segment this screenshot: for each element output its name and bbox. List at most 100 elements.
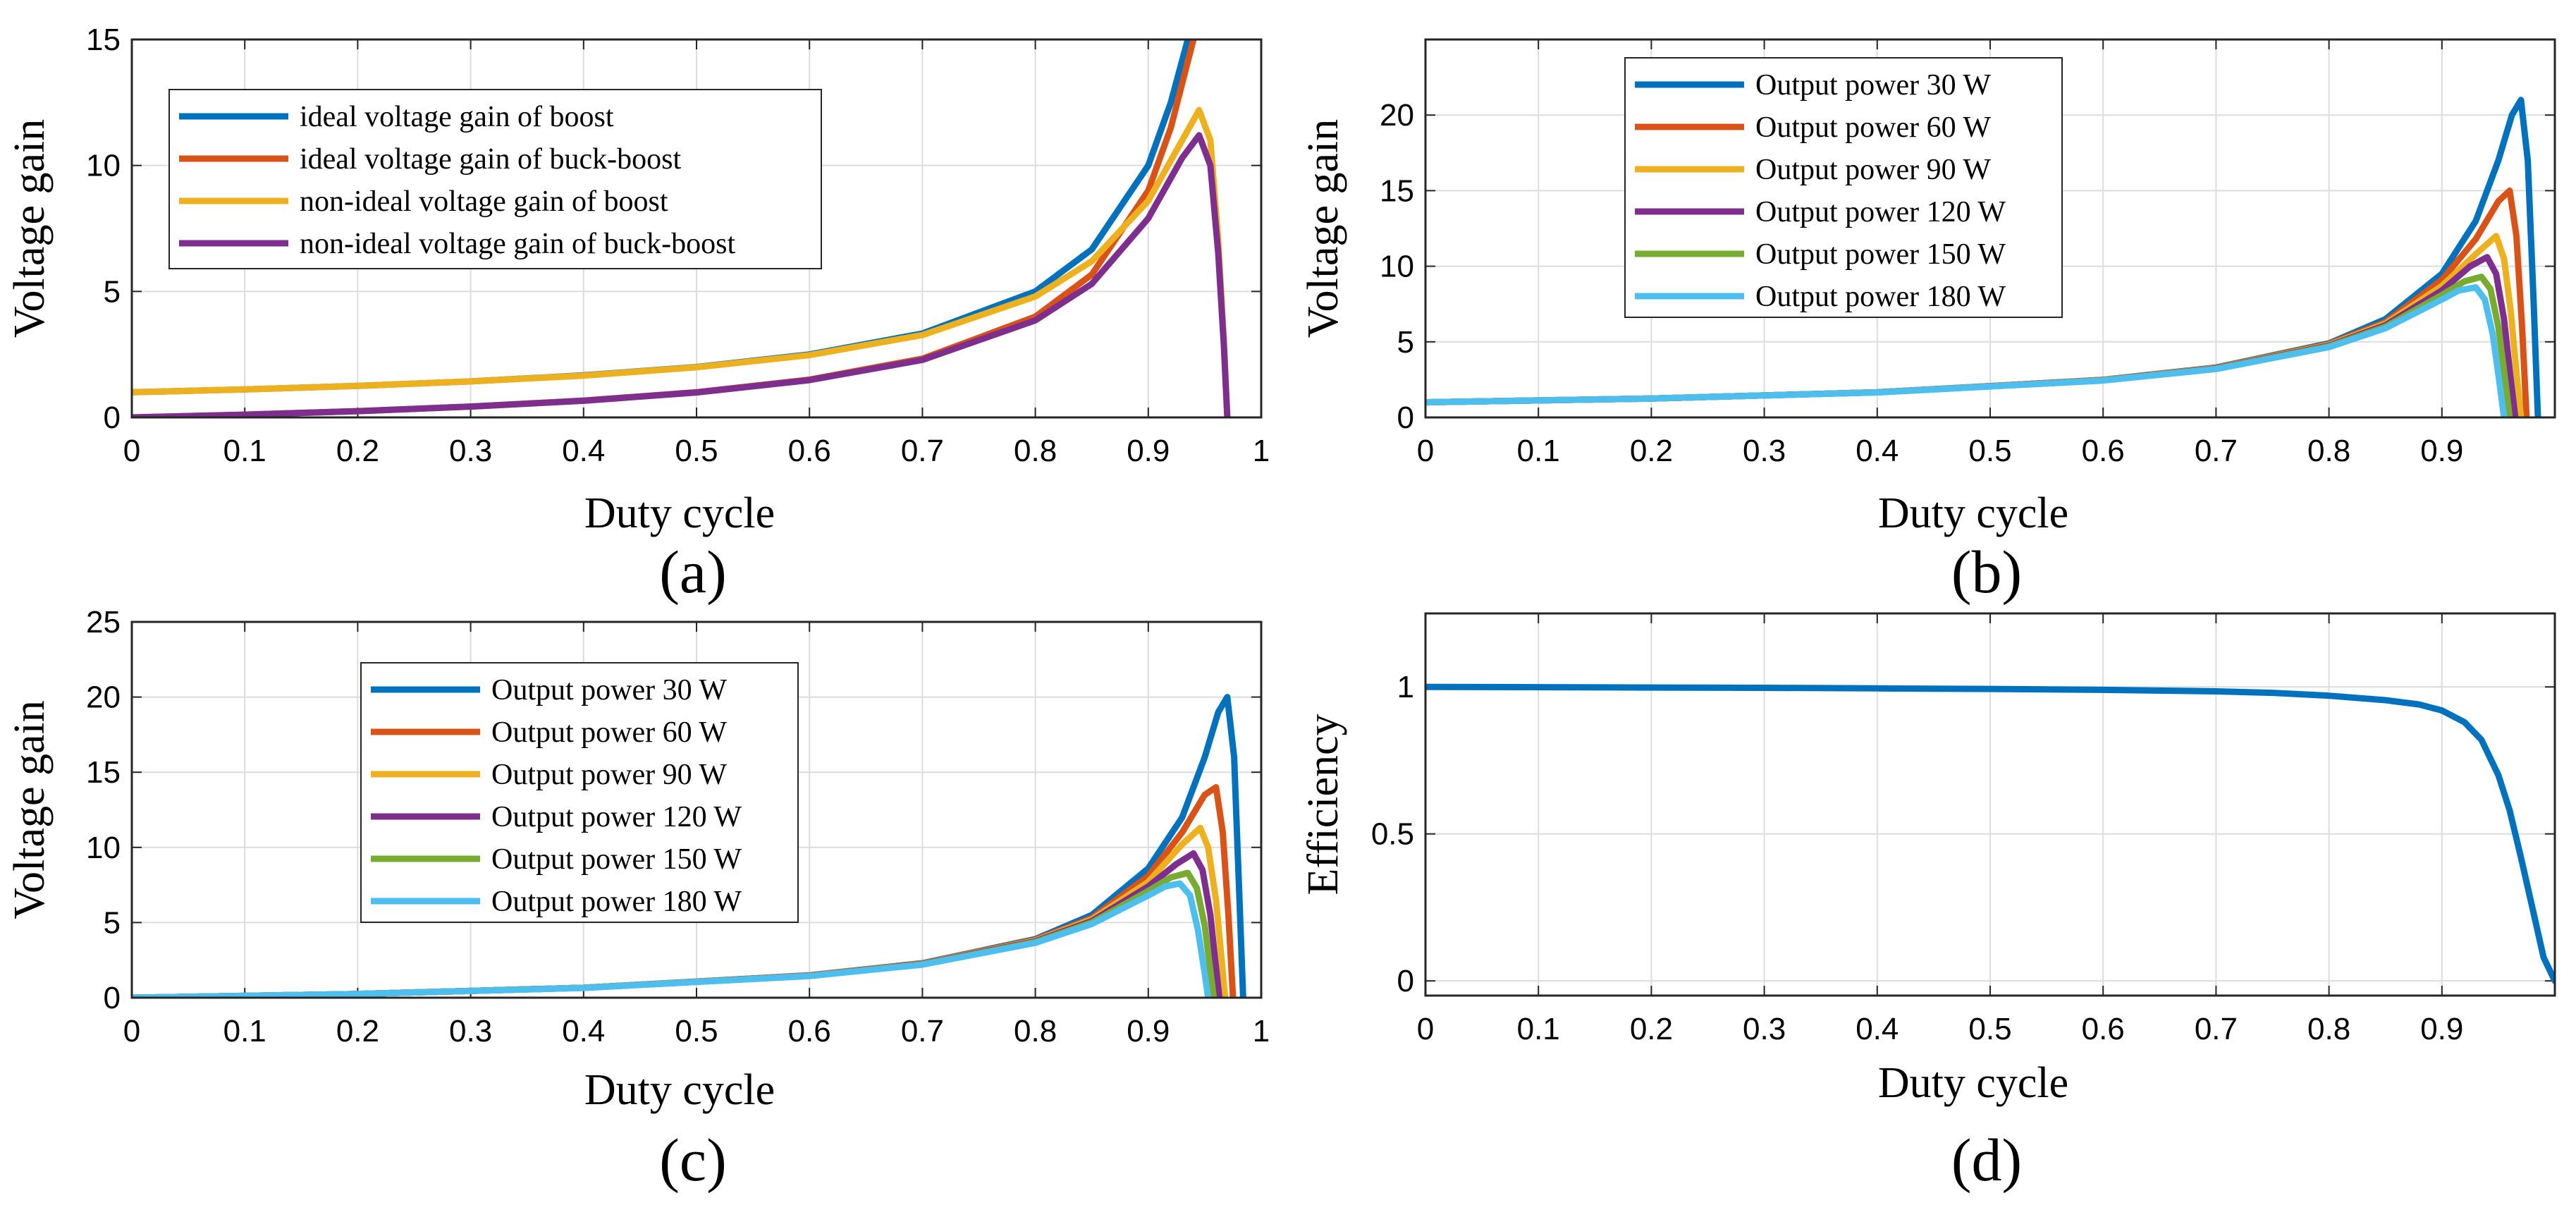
legend-label-5: Output power 150 W: [1755, 238, 2006, 271]
axes-frame: [1424, 612, 2556, 997]
series-group: [132, 694, 1246, 998]
x-tick-label: 0.4: [1856, 434, 1899, 468]
legend-box: [360, 662, 799, 923]
x-tick-label: 0.5: [675, 1014, 718, 1048]
x-tick-label: 0.7: [2195, 434, 2238, 468]
series-line-6: [132, 880, 1212, 998]
y-tick-label: 0: [1397, 400, 1414, 435]
series-line-4: [132, 132, 1231, 417]
panel-a: 0 0.1 0.2 0.3 0.4 0.5 0.6 0.7 0.8 0.9 1051015Duty …: [6, 23, 1270, 606]
panel-caption: (c): [659, 1126, 726, 1194]
x-tick-label: 0.2: [1630, 434, 1673, 468]
x-tick-label: 0.5: [1968, 434, 2011, 468]
y-tick-label: 20: [1380, 98, 1414, 133]
panel-caption: (b): [1951, 538, 2022, 606]
axes-frame: [130, 38, 1263, 419]
legend-label-3: Output power 90 W: [1755, 154, 1991, 186]
y-axis-label: Voltage gain: [6, 119, 54, 338]
x-tick-label: 0.2: [336, 1014, 379, 1048]
x-tick-label: 1: [1253, 434, 1270, 468]
x-tick-label: 0.3: [1743, 1012, 1786, 1046]
legend-label-6: Output power 180 W: [491, 886, 742, 918]
legend: Output power 30 W Output power 60 W Output…: [1624, 57, 2063, 318]
x-tick-label: 0.2: [336, 434, 379, 468]
legend-label-1: Output power 30 W: [491, 674, 727, 707]
legend: Output power 30 W Output power 60 W Output…: [360, 662, 799, 923]
x-tick-label: 0: [123, 1014, 140, 1048]
y-tick-label: 20: [86, 680, 121, 715]
x-tick-label: 0.4: [1856, 1012, 1899, 1046]
x-tick-label: 0.9: [1127, 1014, 1170, 1048]
y-tick-label: 15: [86, 755, 121, 790]
series-group: [132, 39, 1231, 417]
x-tick-label: 0.4: [562, 434, 605, 468]
x-axis-label: Duty cycle: [584, 489, 775, 537]
legend-label-2: Output power 60 W: [491, 716, 727, 749]
legend-label-3: Output power 90 W: [491, 759, 727, 791]
series-group: [1425, 683, 2555, 984]
x-tick-label: 0.7: [901, 1014, 944, 1048]
x-tick-label: 0.6: [788, 434, 831, 468]
legend-label-4: Output power 120 W: [491, 801, 742, 833]
x-axis-label: Duty cycle: [1878, 1059, 2068, 1107]
legend-label-2: ideal voltage gain of buck-boost: [300, 143, 682, 176]
panel-caption: (d): [1951, 1126, 2022, 1194]
x-tick-label: 0.3: [449, 1014, 492, 1048]
x-tick-label: 0.5: [675, 434, 718, 468]
series-line-1: [1425, 683, 2555, 984]
y-tick-label: 15: [1380, 173, 1414, 208]
x-tick-label: 0.9: [1127, 434, 1170, 468]
x-tick-label: 0: [123, 434, 140, 468]
x-tick-label: 0.9: [2420, 434, 2463, 468]
x-tick-label: 0.3: [1743, 434, 1786, 468]
y-tick-label: 25: [86, 605, 121, 640]
y-tick-label: 5: [104, 274, 121, 309]
y-axis-label: Efficiency: [1299, 714, 1347, 895]
axes-frame: [130, 620, 1263, 999]
x-tick-label: 1: [1253, 1014, 1270, 1048]
legend-label-4: Output power 120 W: [1755, 196, 2006, 228]
x-tick-label: 0.7: [2195, 1012, 2238, 1046]
y-tick-label: 5: [104, 905, 121, 940]
y-tick-label: 10: [1380, 250, 1414, 284]
legend-box: [1624, 57, 2063, 318]
series-line-6: [1425, 284, 2508, 417]
y-tick-label: 0: [104, 981, 121, 1015]
legend-label-1: ideal voltage gain of boost: [300, 101, 614, 133]
legend-label-3: non-ideal voltage gain of boost: [300, 185, 668, 218]
y-tick-label: 1: [1397, 670, 1414, 704]
x-tick-label: 0.8: [1014, 434, 1057, 468]
x-tick-label: 0.8: [1014, 1014, 1057, 1048]
legend: ideal voltage gain of boost ideal voltage…: [168, 89, 822, 269]
x-tick-label: 0: [1417, 1012, 1434, 1046]
panel-caption: (a): [659, 538, 726, 606]
y-tick-label: 15: [86, 23, 121, 57]
panel-b: 0 0.1 0.2 0.3 0.4 0.5 0.6 0.7 0.8 0.9 0 5 10 15 20 Duty…: [1299, 38, 2556, 606]
y-axis-label: Voltage gain: [1299, 119, 1347, 338]
legend-label-6: Output power 180 W: [1755, 281, 2006, 313]
panel-c: 0 0.1 0.2 0.3 0.4 0.5 0.6 0.7 0.8 0.9 10510152025D…: [6, 605, 1270, 1194]
y-tick-label: 0: [1397, 964, 1414, 998]
y-tick-label: 10: [86, 149, 121, 183]
x-tick-label: 0.9: [2420, 1012, 2463, 1046]
panel-d: 0 0.1 0.2 0.3 0.4 0.5 0.6 0.7 0.8 0.9 0 0.5 1 Duty cy…: [1299, 612, 2556, 1194]
x-tick-label: 0.6: [2082, 1012, 2125, 1046]
x-axis-label: Duty cycle: [1878, 489, 2068, 537]
x-tick-label: 0.8: [2307, 1012, 2350, 1046]
x-tick-label: 0.2: [1630, 1012, 1673, 1046]
x-tick-label: 0: [1417, 434, 1434, 468]
y-axis-label: Voltage gain: [6, 700, 54, 919]
x-tick-label: 0.7: [901, 434, 944, 468]
x-tick-label: 0.4: [562, 1014, 605, 1048]
y-tick-label: 5: [1397, 325, 1414, 360]
axes-frame: [1424, 38, 2556, 419]
legend-label-1: Output power 30 W: [1755, 69, 1991, 102]
x-axis-label: Duty cycle: [584, 1066, 775, 1114]
x-tick-label: 0.1: [223, 1014, 266, 1048]
x-tick-label: 0.3: [449, 434, 492, 468]
x-tick-label: 0.5: [1968, 1012, 2011, 1046]
x-tick-label: 0.1: [1517, 434, 1560, 468]
legend-label-2: Output power 60 W: [1755, 111, 1991, 144]
series-group: [1425, 97, 2541, 417]
